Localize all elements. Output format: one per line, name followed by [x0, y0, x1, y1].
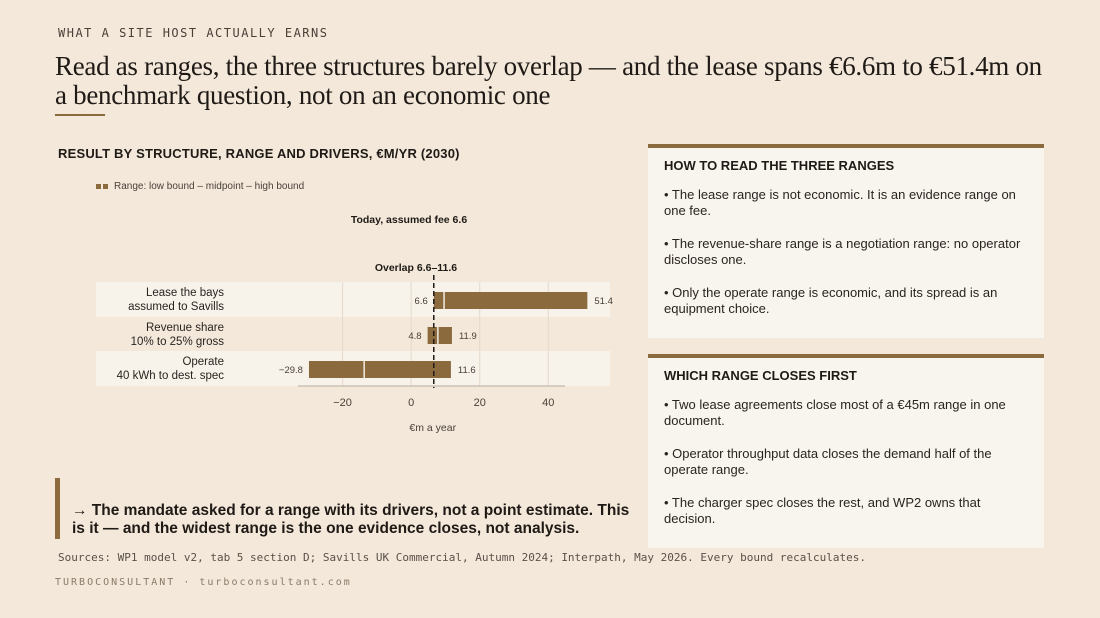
panel-which-closes-first: WHICH RANGE CLOSES FIRST • Two lease agr…	[648, 354, 1044, 548]
x-tick-label: 40	[542, 397, 554, 409]
panel-title: HOW TO READ THE THREE RANGES	[664, 158, 895, 173]
footer-brand: TURBOCONSULTANT · turboconsultant.com	[55, 577, 352, 588]
panel-item: • The charger spec closes the rest, and …	[664, 495, 981, 526]
category-sublabel: 10% to 25% gross	[131, 336, 225, 348]
legend-swatch	[103, 184, 108, 189]
panel-how-to-read: HOW TO READ THE THREE RANGES • The lease…	[648, 144, 1044, 338]
category-label: Lease the bays	[146, 287, 224, 299]
headline: Read as ranges, the three structures bar…	[55, 51, 1042, 110]
low-bound-label: 4.8	[408, 331, 421, 342]
range-bar	[308, 361, 451, 378]
legend-label: Range: low bound – midpoint – high bound	[114, 181, 305, 192]
panel-item: • Two lease agreements close most of a €…	[664, 397, 1006, 428]
high-bound-label: 11.9	[459, 331, 477, 342]
chart-title: RESULT BY STRUCTURE, RANGE AND DRIVERS, …	[58, 146, 460, 161]
kicker: WHAT A SITE HOST ACTUALLY EARNS	[58, 26, 329, 40]
high-bound-label: 11.6	[458, 365, 476, 376]
overlap-label: Overlap 6.6–11.6	[375, 262, 457, 274]
high-bound-label: 51.4	[594, 296, 613, 307]
panel-item: • The lease range is not economic. It is…	[664, 187, 1016, 218]
panel-item: • Only the operate range is economic, an…	[664, 285, 998, 316]
x-tick-label: 20	[474, 397, 486, 409]
range-bar	[427, 327, 452, 344]
chart-legend: Range: low bound – midpoint – high bound	[96, 181, 304, 192]
low-bound-label: 6.6	[415, 296, 428, 307]
x-tick-label: −20	[333, 397, 352, 409]
x-axis-label: €m a year	[409, 422, 456, 434]
sources-note: Sources: WP1 model v2, tab 5 section D; …	[58, 551, 866, 564]
category-sublabel: 40 kWh to dest. spec	[117, 370, 225, 382]
x-tick-label: 0	[408, 397, 414, 409]
panel-item: • The revenue-share range is a negotiati…	[664, 236, 1021, 267]
category-label: Revenue share	[146, 322, 224, 334]
legend-swatch	[96, 184, 101, 189]
panel-title: WHICH RANGE CLOSES FIRST	[664, 368, 857, 383]
low-bound-label: −29.8	[279, 365, 303, 376]
panel-item: • Operator throughput data closes the de…	[664, 446, 992, 477]
range-bar	[433, 292, 588, 309]
callout: → The mandate asked for a range with its…	[55, 478, 630, 539]
headline-rule	[55, 114, 105, 116]
category-label: Operate	[182, 356, 224, 368]
reference-label: Today, assumed fee 6.6	[351, 214, 467, 226]
category-sublabel: assumed to Savills	[128, 301, 224, 313]
callout-text: → The mandate asked for a range with its…	[72, 502, 630, 537]
range-chart: −20 0 20 40 €m a year 6.6 51.4 Lease the bays as…	[96, 214, 613, 434]
